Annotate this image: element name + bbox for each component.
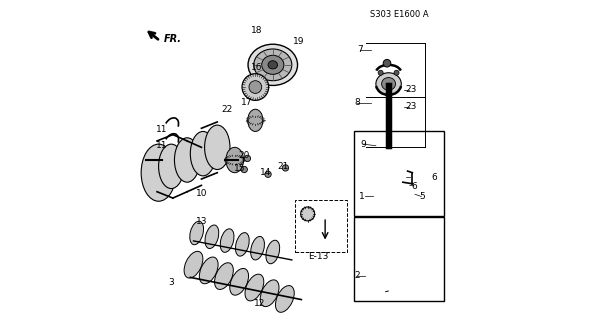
- Text: 1: 1: [359, 192, 365, 201]
- Ellipse shape: [249, 81, 262, 93]
- Text: 23: 23: [405, 85, 417, 94]
- Ellipse shape: [141, 144, 176, 201]
- Text: 11: 11: [156, 125, 168, 134]
- Text: 15: 15: [234, 164, 245, 173]
- Text: 6: 6: [432, 173, 437, 182]
- Text: 8: 8: [354, 99, 360, 108]
- Text: 14: 14: [260, 168, 271, 177]
- Text: 20: 20: [238, 151, 250, 160]
- Ellipse shape: [230, 268, 248, 295]
- Ellipse shape: [265, 171, 271, 178]
- Ellipse shape: [245, 274, 264, 301]
- FancyBboxPatch shape: [295, 200, 348, 252]
- Text: 9: 9: [360, 140, 366, 148]
- FancyBboxPatch shape: [373, 173, 404, 198]
- Text: 19: 19: [293, 37, 304, 46]
- Ellipse shape: [268, 61, 277, 69]
- Ellipse shape: [244, 155, 251, 162]
- Ellipse shape: [205, 125, 230, 170]
- Ellipse shape: [373, 175, 378, 180]
- Text: 23: 23: [405, 102, 417, 111]
- Text: 2: 2: [354, 271, 360, 280]
- Text: 7: 7: [357, 45, 363, 54]
- Ellipse shape: [382, 77, 395, 90]
- Text: 10: 10: [196, 189, 208, 198]
- Ellipse shape: [242, 74, 268, 100]
- Text: 21: 21: [277, 162, 289, 171]
- Bar: [353, 217, 444, 301]
- Ellipse shape: [376, 73, 401, 95]
- Ellipse shape: [175, 138, 200, 182]
- Ellipse shape: [260, 280, 279, 307]
- Text: 22: 22: [222, 105, 233, 114]
- Text: S303 E1600 A: S303 E1600 A: [371, 10, 429, 19]
- Text: 13: 13: [196, 217, 208, 226]
- Ellipse shape: [383, 60, 391, 67]
- Ellipse shape: [235, 233, 249, 256]
- Ellipse shape: [301, 207, 314, 221]
- Ellipse shape: [159, 144, 184, 188]
- Text: FR.: FR.: [163, 35, 181, 44]
- Text: 17: 17: [241, 98, 253, 107]
- Text: 16: 16: [251, 63, 263, 72]
- Ellipse shape: [248, 109, 263, 132]
- Text: 18: 18: [251, 26, 262, 35]
- Ellipse shape: [262, 55, 284, 74]
- Ellipse shape: [190, 221, 204, 245]
- Ellipse shape: [282, 165, 289, 171]
- Text: E-13: E-13: [309, 252, 329, 261]
- Text: 3: 3: [168, 278, 174, 287]
- Ellipse shape: [394, 70, 399, 75]
- Ellipse shape: [251, 236, 264, 260]
- Ellipse shape: [226, 147, 244, 173]
- Text: 11: 11: [156, 140, 168, 149]
- Ellipse shape: [254, 49, 292, 81]
- Ellipse shape: [220, 229, 234, 252]
- Text: 12: 12: [254, 299, 266, 308]
- Ellipse shape: [205, 225, 219, 249]
- Ellipse shape: [248, 44, 297, 85]
- Bar: [353, 132, 444, 215]
- Ellipse shape: [378, 70, 383, 75]
- Ellipse shape: [191, 132, 216, 176]
- Ellipse shape: [241, 166, 247, 173]
- Ellipse shape: [184, 251, 203, 278]
- Ellipse shape: [215, 263, 233, 290]
- Ellipse shape: [266, 240, 280, 264]
- Text: 5: 5: [419, 192, 425, 201]
- Ellipse shape: [401, 175, 405, 180]
- Ellipse shape: [371, 187, 406, 206]
- Ellipse shape: [382, 141, 395, 154]
- Ellipse shape: [276, 285, 294, 312]
- Ellipse shape: [199, 257, 218, 284]
- Text: 6: 6: [411, 181, 417, 190]
